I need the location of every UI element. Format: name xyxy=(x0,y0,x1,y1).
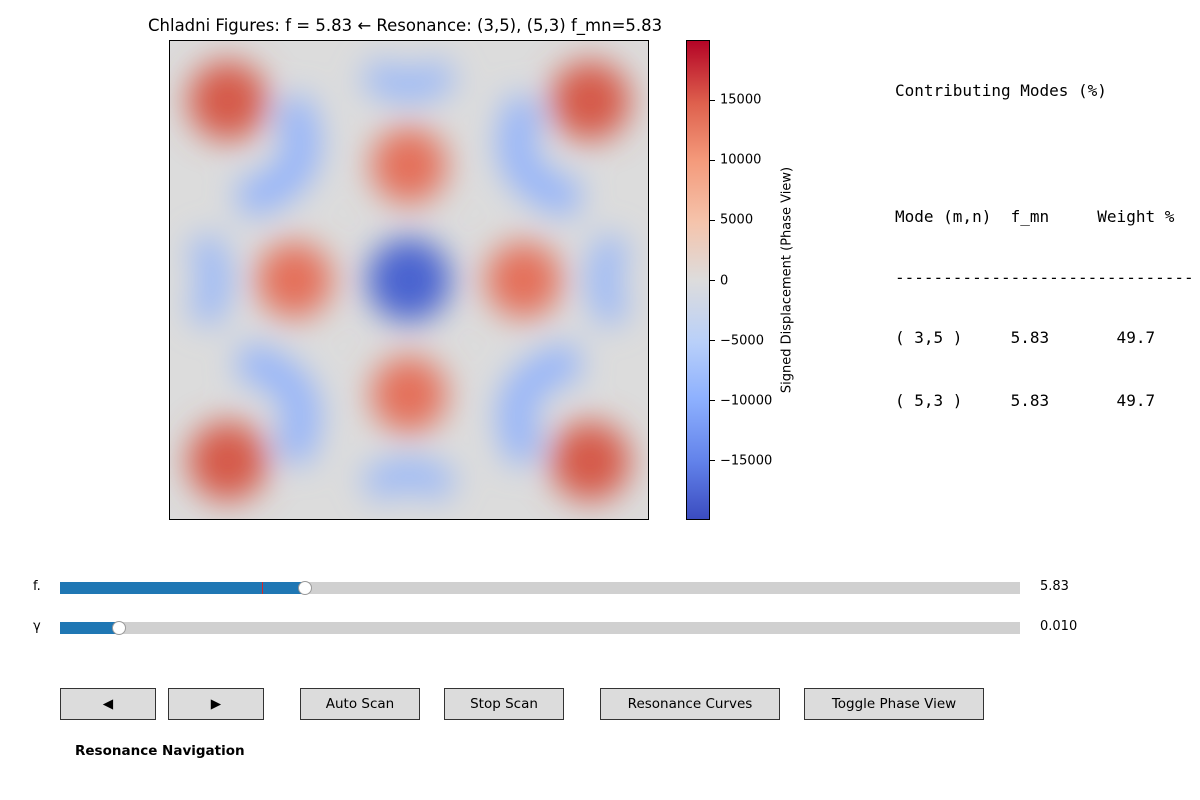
mode-row: ( 3,5 ) 5.83 49.7 xyxy=(895,328,1156,347)
resonance-navigation-caption: Resonance Navigation xyxy=(75,743,245,759)
colorbar-tick xyxy=(710,160,715,161)
frequency-slider-handle[interactable] xyxy=(298,581,312,595)
damping-slider[interactable] xyxy=(60,621,1020,635)
colorbar-tick-label: 0 xyxy=(720,273,729,289)
colorbar-tick xyxy=(710,340,715,341)
previous-resonance-button[interactable]: ◀ xyxy=(60,688,156,720)
colorbar-tick xyxy=(710,280,715,281)
colorbar-tick-label: 5000 xyxy=(720,212,754,228)
damping-slider-fill xyxy=(60,622,119,634)
damping-slider-label: γ xyxy=(33,619,41,634)
modes-panel: Contributing Modes (%) Mode (m,n) f_mn W… xyxy=(895,38,1200,432)
damping-value: 0.010 xyxy=(1040,619,1078,634)
modes-table-header: Mode (m,n) f_mn Weight % xyxy=(895,207,1175,226)
colorbar-title: Signed Displacement (Phase View) xyxy=(779,166,795,394)
colorbar-tick xyxy=(710,400,715,401)
frequency-value: 5.83 xyxy=(1040,579,1069,594)
next-resonance-button[interactable]: ▶ xyxy=(168,688,264,720)
frequency-slider-fill xyxy=(60,582,305,594)
colorbar-tick-label: 15000 xyxy=(720,92,762,108)
colorbar-tick-label: −15000 xyxy=(720,453,773,469)
frequency-slider[interactable] xyxy=(60,581,1020,595)
frequency-slider-label: f. xyxy=(33,579,41,594)
plot-title: Chladni Figures: f = 5.83 ← Resonance: (… xyxy=(148,16,663,35)
resonance-marker xyxy=(262,582,263,594)
damping-slider-handle[interactable] xyxy=(112,621,126,635)
modes-table-divider: ------------------------------- xyxy=(895,268,1194,287)
colorbar-tick-label: −10000 xyxy=(720,393,773,409)
colorbar-tick-label: 10000 xyxy=(720,152,762,168)
colorbar-tick xyxy=(710,100,715,101)
auto-scan-button[interactable]: Auto Scan xyxy=(300,688,420,720)
colorbar-tick-label: −5000 xyxy=(720,333,764,349)
toggle-phase-view-button[interactable]: Toggle Phase View xyxy=(804,688,984,720)
modes-panel-title: Contributing Modes (%) xyxy=(895,81,1107,100)
chladni-pattern-image xyxy=(170,41,648,519)
stop-scan-button[interactable]: Stop Scan xyxy=(444,688,564,720)
colorbar-tick xyxy=(710,220,715,221)
mode-row: ( 5,3 ) 5.83 49.7 xyxy=(895,391,1156,410)
resonance-curves-button[interactable]: Resonance Curves xyxy=(600,688,780,720)
colorbar-tick xyxy=(710,460,715,461)
colorbar xyxy=(686,40,710,520)
chladni-plot[interactable] xyxy=(169,40,649,520)
